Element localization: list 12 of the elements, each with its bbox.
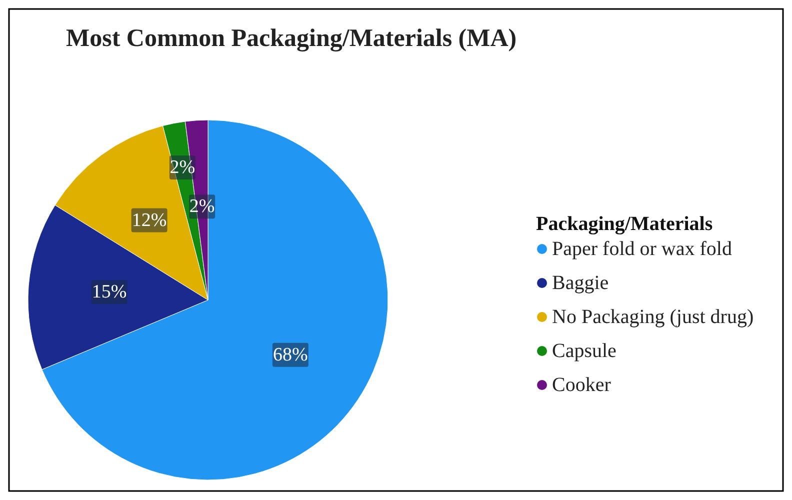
legend-label: Baggie [552,272,609,294]
data-label: 68% [273,344,308,366]
legend-label: Capsule [552,340,617,362]
legend-label: Paper fold or wax fold [552,238,732,260]
legend-title: Packaging/Materials [536,213,713,235]
chart-title: Most Common Packaging/Materials (MA) [66,25,517,52]
data-label: 2% [170,156,196,178]
data-label: 2% [189,196,215,218]
legend-label: No Packaging (just drug) [552,306,754,328]
legend-label: Cooker [552,374,612,396]
data-label: 12% [132,210,167,231]
data-label: 15% [92,282,127,303]
